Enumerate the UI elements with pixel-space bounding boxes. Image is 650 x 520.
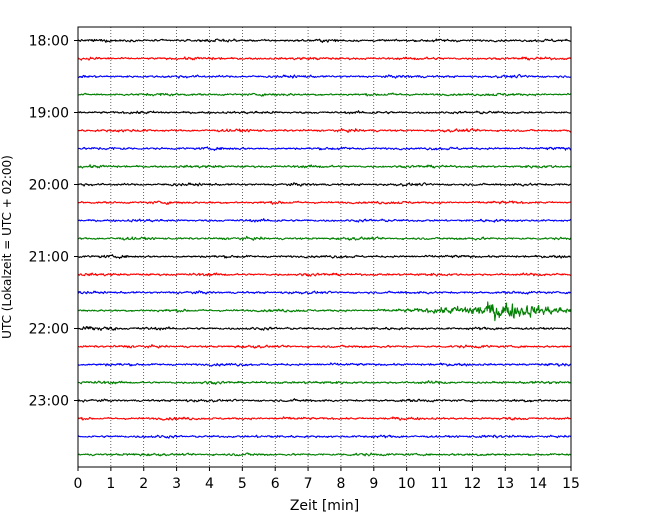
x-tick-label: 4 <box>205 476 214 492</box>
x-tick-label: 8 <box>336 476 345 492</box>
trace-2315 <box>77 416 572 421</box>
y-axis-ticks: 18:00 19:00 20:00 21:00 22:00 23:00 <box>29 34 78 410</box>
trace-2300 <box>77 398 572 403</box>
x-tick-label: 6 <box>271 476 280 492</box>
trace-2100 <box>77 254 572 260</box>
trace-2200 <box>77 326 572 332</box>
x-tick-label: 12 <box>463 476 481 492</box>
x-tick-label: 11 <box>431 476 449 492</box>
y-tick-label: 19:00 <box>29 106 69 122</box>
trace-1830 <box>77 73 572 79</box>
trace-2130 <box>77 290 572 295</box>
plot-frame <box>77 26 572 468</box>
trace-2045 <box>77 235 572 241</box>
y-tick-label: 23:00 <box>29 394 69 410</box>
y-axis-title: UTC (Lokalzeit = UTC + 02:00) <box>0 155 14 339</box>
trace-2330 <box>77 434 572 439</box>
trace-2000 <box>77 182 572 187</box>
x-tick-label: 5 <box>238 476 247 492</box>
plot-background <box>78 27 571 467</box>
trace-1815 <box>77 56 572 61</box>
x-tick-label: 13 <box>496 476 514 492</box>
x-axis-title: Zeit [min] <box>290 498 359 514</box>
x-tick-label: 3 <box>172 476 181 492</box>
x-tick-label: 9 <box>369 476 378 492</box>
x-tick-label: 2 <box>139 476 148 492</box>
trace-2145 <box>77 301 572 322</box>
trace-2115 <box>77 272 572 277</box>
x-tick-label: 14 <box>529 476 547 492</box>
trace-1930 <box>77 146 572 151</box>
trace-2215 <box>77 344 572 349</box>
x-tick-label: 0 <box>74 476 83 492</box>
trace-1800 <box>77 38 572 43</box>
y-tick-label: 18:00 <box>29 34 69 50</box>
x-tick-label: 10 <box>398 476 416 492</box>
trace-2015 <box>77 200 572 205</box>
trace-1845 <box>77 92 572 97</box>
seismic-traces <box>77 38 572 457</box>
trace-2230 <box>77 362 572 367</box>
trace-2345 <box>77 452 572 457</box>
x-axis-ticks: 0 1 2 3 4 5 6 7 8 9 10 11 12 13 14 15 <box>74 467 580 492</box>
trace-2030 <box>77 218 572 223</box>
trace-1915 <box>77 127 572 133</box>
x-tick-label: 15 <box>562 476 580 492</box>
x-tick-label: 7 <box>304 476 313 492</box>
trace-2245 <box>77 380 572 385</box>
trace-1900 <box>77 110 572 115</box>
y-tick-label: 21:00 <box>29 250 69 266</box>
trace-1945 <box>77 164 572 169</box>
y-tick-label: 20:00 <box>29 178 69 194</box>
y-tick-label: 22:00 <box>29 322 69 338</box>
x-tick-label: 1 <box>106 476 115 492</box>
